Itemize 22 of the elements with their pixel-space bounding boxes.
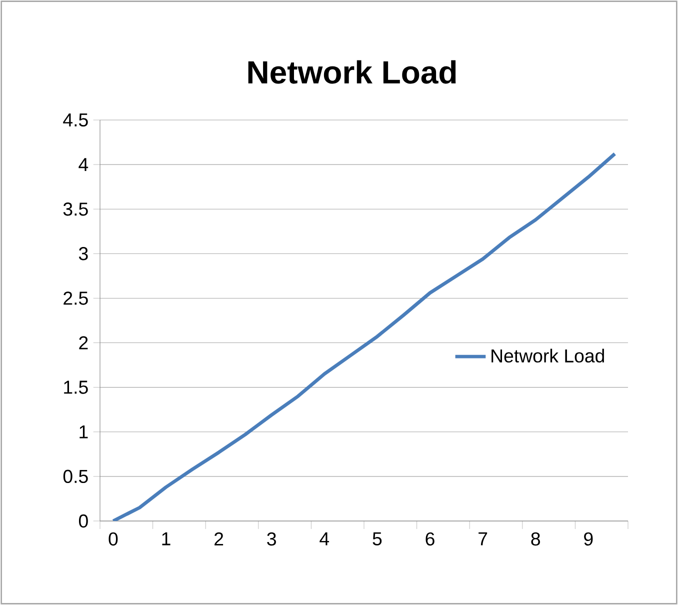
- x-tick-label: 3: [267, 532, 276, 546]
- y-tick-label: 0.5: [63, 470, 88, 484]
- y-tick-label: 2: [79, 336, 88, 350]
- x-tick-label: 6: [426, 532, 434, 546]
- y-tick-label: 4.5: [63, 113, 88, 127]
- y-tick-label: 3.5: [63, 202, 88, 216]
- y-tick-label: 1: [80, 425, 88, 438]
- x-tick-label: 5: [372, 532, 382, 546]
- x-tick-label: 7: [478, 532, 488, 546]
- x-tick-label: 2: [214, 532, 224, 546]
- x-tick-label: 1: [162, 532, 170, 546]
- y-tick-label: 3: [78, 247, 88, 260]
- x-tick-label: 9: [584, 532, 593, 546]
- chart-title: Network Load: [248, 60, 456, 84]
- legend-label: Network Load: [492, 348, 604, 363]
- y-tick-label: 4: [78, 158, 88, 171]
- y-tick-label: 0: [78, 514, 88, 528]
- x-tick-label: 4: [320, 532, 330, 546]
- y-tick-label: 1.5: [64, 380, 88, 394]
- x-tick-label: 0: [108, 532, 118, 546]
- x-tick-label: 8: [531, 532, 540, 546]
- y-tick-label: 2.5: [64, 292, 88, 305]
